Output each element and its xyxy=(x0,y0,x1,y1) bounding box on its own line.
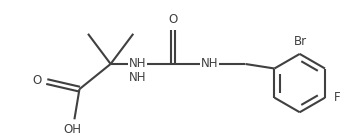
Text: OH: OH xyxy=(63,123,81,136)
Text: Br: Br xyxy=(294,35,307,48)
Text: NH: NH xyxy=(128,71,146,84)
Text: O: O xyxy=(32,74,42,87)
Text: O: O xyxy=(168,13,178,26)
Text: F: F xyxy=(334,91,341,104)
Text: NH: NH xyxy=(128,58,146,70)
Text: NH: NH xyxy=(201,58,219,70)
